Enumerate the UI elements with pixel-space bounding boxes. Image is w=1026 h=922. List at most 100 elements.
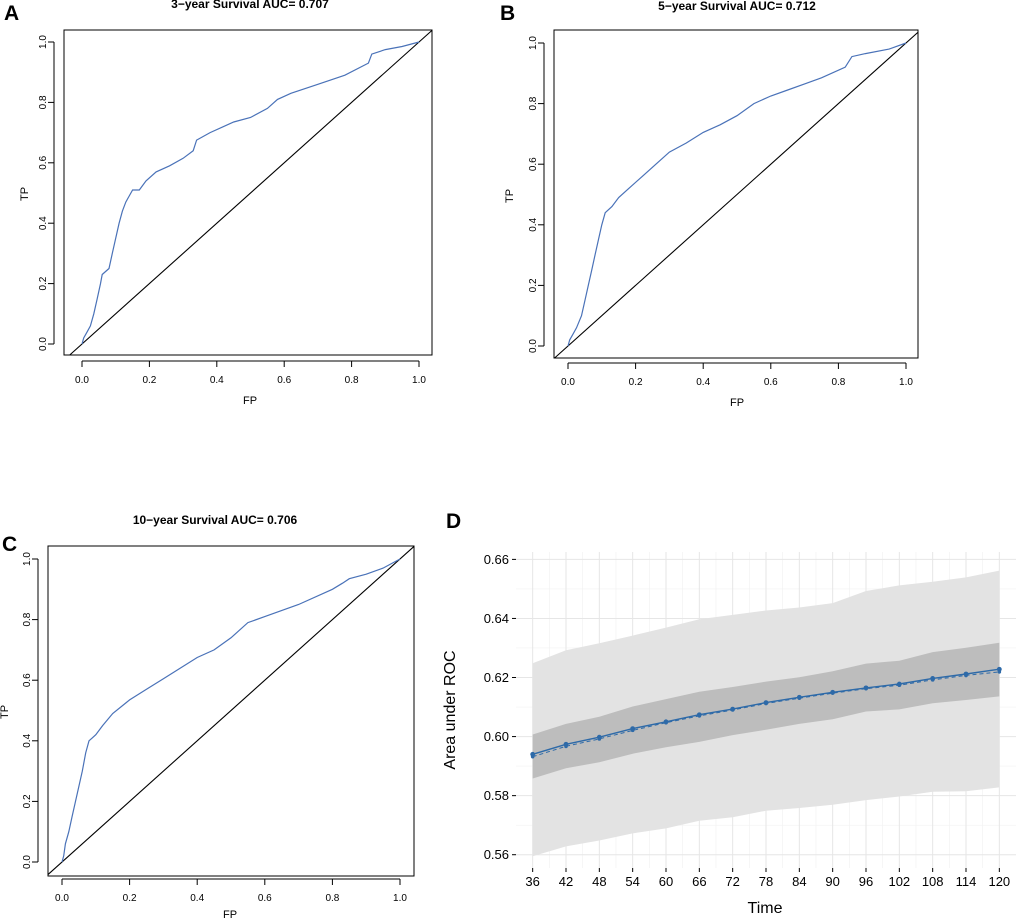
panel-c-x-tick-label: 0.2 [123, 893, 137, 904]
panel-b-plot-frame [553, 29, 919, 359]
panel-d-x-tick-label: 48 [592, 874, 606, 889]
panel-d-auc-dashed-point [630, 728, 635, 733]
panel-b-x-tick-label: 0.8 [831, 377, 845, 388]
panel-b-y-tick-label: 0.8 [528, 96, 539, 110]
panel-d-auc-dashed-point [997, 670, 1002, 674]
panel-b-x-tick-label: 0.0 [561, 377, 575, 388]
panel-a-plot-frame [63, 29, 433, 356]
panel-c-y-tick-label: 0.4 [22, 733, 33, 747]
panel-c: C 10−year Survival AUC= 0.706 FP TP 0.0 0… [0, 513, 415, 921]
panel-b: B 5−year Survival AUC= 0.712 FP TP 0.0 0.… [500, 0, 919, 409]
panel-b-roc-curve [567, 42, 907, 347]
panel-d-auc-dashed-point [564, 744, 568, 749]
panel-c-y-tick-label: 0.0 [22, 855, 33, 869]
panel-b-x-tick-label: 0.4 [696, 377, 710, 388]
panel-a-ylabel: TP [19, 187, 31, 201]
panel-d-x-tick-label: 108 [922, 874, 944, 889]
panel-b-x-tick-label: 0.6 [764, 377, 778, 388]
panel-b-x-tick-label: 1.0 [899, 377, 913, 388]
panel-a-reference-diagonal [69, 29, 433, 356]
panel-d-auc-dashed-point [797, 696, 802, 700]
panel-d-y-tick-label: 0.60 [484, 729, 509, 744]
panel-c-plot-frame [47, 545, 415, 877]
panel-a-y-tick-label: 0.2 [38, 276, 49, 290]
panel-a-y-tick-label: 0.4 [38, 216, 49, 230]
panel-a-y-tick-label: 0.0 [38, 337, 49, 351]
panel-d-auc-dashed-point [830, 691, 835, 695]
panel-d-x-tick-label: 72 [725, 874, 739, 889]
panel-c-roc-curve [61, 558, 401, 863]
panel-a-x-tick-label: 1.0 [412, 375, 426, 386]
panel-d-auc-dashed-point [530, 754, 535, 759]
panel-c-y-tick-label: 0.8 [22, 612, 33, 626]
panel-b-letter: B [500, 2, 515, 25]
panel-d-x-tick-label: 120 [988, 874, 1010, 889]
panel-c-letter: C [2, 533, 17, 556]
panel-a-xlabel: FP [243, 395, 257, 407]
panel-b-y-tick-label: 0.4 [528, 217, 539, 231]
panel-c-x-tick-label: 1.0 [393, 893, 407, 904]
panel-d-inner-interval-band [532, 642, 1000, 779]
panel-c-title: 10−year Survival AUC= 0.706 [133, 513, 298, 527]
panel-c-x-tick-label: 0.4 [190, 893, 204, 904]
panel-d-auc-dashed-point [597, 737, 602, 741]
panel-b-y-tick-label: 0.6 [528, 157, 539, 171]
panel-d-auc-dashed-point [930, 678, 935, 682]
panel-a-title: 3−year Survival AUC= 0.707 [171, 0, 329, 11]
panel-c-ylabel: TP [0, 705, 11, 719]
panel-d-x-tick-label: 102 [888, 874, 910, 889]
panel-d-x-tick-label: 36 [525, 874, 539, 889]
panel-d-y-tick-label: 0.66 [484, 552, 509, 567]
panel-d-x-tick-label: 60 [659, 874, 673, 889]
panel-d-auc-dashed-point [964, 673, 968, 678]
panel-d-x-tick-label: 66 [692, 874, 706, 889]
panel-d-letter: D [446, 510, 461, 533]
panel-d-auc-dashed-point [897, 683, 902, 687]
panel-d: D Time Area under ROC 36 42 48 54 60 66 72 78 84… [442, 510, 1016, 917]
panel-a-roc-curve [81, 41, 420, 345]
panel-b-xlabel: FP [730, 397, 744, 409]
panel-d-auc-dashed-point [664, 720, 668, 725]
panel-b-y-tick-label: 0.2 [528, 278, 539, 292]
panel-b-ylabel: TP [504, 189, 516, 203]
panel-d-x-tick-label: 90 [825, 874, 839, 889]
panel-a-letter: A [4, 2, 19, 25]
panel-b-x-tick-label: 0.2 [629, 377, 643, 388]
panel-a-y-tick-label: 0.8 [38, 95, 49, 109]
panel-b-y-tick-label: 1.0 [528, 36, 539, 50]
panel-b-title: 5−year Survival AUC= 0.712 [658, 0, 816, 13]
panel-c-reference-diagonal [47, 546, 415, 875]
panel-d-x-tick-label: 114 [956, 874, 977, 889]
panel-c-x-tick-label: 0.0 [55, 893, 69, 904]
panel-d-auc-dashed-point [764, 701, 768, 706]
panel-d-ylabel: Area under ROC [442, 650, 459, 769]
panel-d-x-tick-label: 84 [792, 874, 806, 889]
panel-d-auc-dashed-point [864, 686, 868, 691]
panel-a-x-tick-label: 0.2 [142, 375, 156, 386]
panel-a-x-tick-label: 0.0 [75, 375, 89, 386]
panel-d-x-tick-label: 96 [859, 874, 873, 889]
panel-c-y-tick-label: 0.2 [22, 794, 33, 808]
panel-c-x-tick-label: 0.6 [258, 893, 272, 904]
panel-a: A 3−year Survival AUC= 0.707 FP TP 0.0 0.… [4, 0, 433, 407]
panel-d-x-tick-label: 54 [625, 874, 639, 889]
panel-d-x-tick-label: 78 [759, 874, 773, 889]
panel-a-x-tick-label: 0.6 [277, 375, 291, 386]
panel-c-y-tick-label: 1.0 [22, 552, 33, 566]
panel-d-y-tick-label: 0.56 [484, 847, 509, 862]
panel-d-auc-dashed-point [730, 708, 735, 712]
panel-c-x-tick-label: 0.8 [325, 893, 339, 904]
panel-d-auc-point [996, 666, 1002, 672]
panel-d-y-tick-label: 0.58 [484, 788, 509, 803]
panel-c-xlabel: FP [223, 909, 237, 921]
panel-b-reference-diagonal [554, 31, 919, 359]
panel-c-y-tick-label: 0.6 [22, 673, 33, 687]
panel-b-y-tick-label: 0.0 [528, 339, 539, 353]
panel-a-x-tick-label: 0.8 [345, 375, 359, 386]
panel-a-y-tick-label: 0.6 [38, 155, 49, 169]
panel-d-y-tick-label: 0.62 [484, 670, 509, 685]
panel-d-xlabel: Time [748, 900, 783, 917]
panel-d-y-tick-label: 0.64 [484, 611, 509, 626]
panel-d-auc-dashed-point [697, 714, 702, 718]
